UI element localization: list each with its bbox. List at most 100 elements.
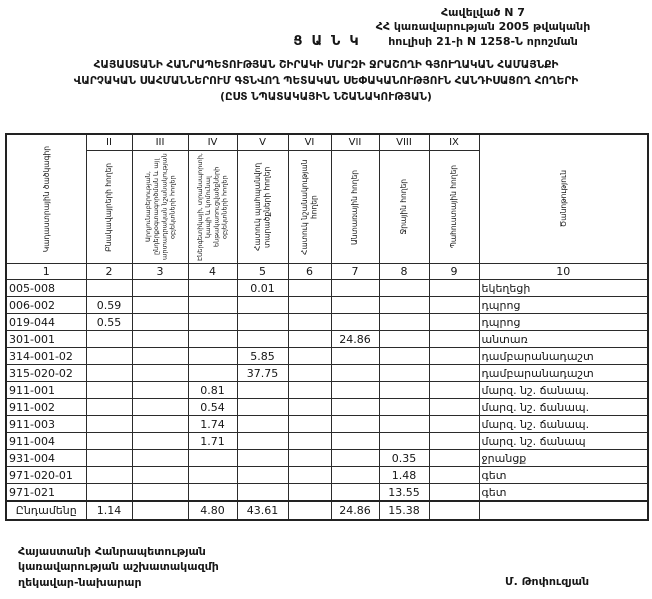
cell-val: 1.74	[187, 415, 238, 433]
cell-val	[287, 466, 332, 484]
header-note: Ծանոթություն	[478, 133, 649, 264]
cell-val	[428, 466, 480, 484]
cell-val	[187, 330, 238, 348]
cell-code: 301-001	[5, 330, 87, 348]
cell-val	[187, 466, 238, 484]
cell-val	[330, 466, 380, 484]
header-settlement-lands-label: Բնակավայրերի հողեր	[104, 162, 114, 252]
cell-val	[287, 381, 332, 399]
table-row: 315-020-02 37.75 դամբարանադաշտ	[5, 364, 649, 382]
col-num: 3	[131, 263, 189, 280]
cell-val	[287, 483, 332, 502]
cell-val	[330, 381, 380, 399]
cell-val	[131, 432, 189, 450]
cell-val	[131, 483, 189, 502]
total-row: Ընդամենը 1.14 4.80 43.61 24.86 15.38	[5, 500, 649, 521]
cell-val	[428, 432, 480, 450]
land-table: Կադաստրային ծածկագիր II III IV V VI VII …	[5, 133, 649, 521]
cell-val	[428, 313, 480, 331]
appendix-header: Հավելված N 7 ՀՀ կառավարության 2005 թվակա…	[322, 6, 644, 49]
cell-val	[287, 364, 332, 382]
cell-val	[85, 381, 133, 399]
cell-val	[330, 449, 380, 467]
col-num: 4	[187, 263, 238, 280]
cell-val	[187, 279, 238, 297]
roman-vii: VII	[330, 133, 380, 151]
cell-val	[85, 398, 133, 416]
cell-val	[378, 279, 430, 297]
cell-val	[236, 330, 289, 348]
cell-val	[428, 347, 480, 365]
cell-val	[287, 330, 332, 348]
cell-code: 931-004	[5, 449, 87, 467]
signature-name: Մ. Թոփուզյան	[505, 575, 590, 588]
header-infrastructure-lands-label: Էներգետիկայի, տրանսպորտի, կապի և կոմունա…	[196, 153, 229, 261]
header-water-lands: Ջրային հողեր	[378, 150, 430, 264]
header-industry-lands-label: Արդյունաբերության, ընդերքօգտագործման և ա…	[143, 153, 177, 261]
col-num: 9	[428, 263, 480, 280]
cell-note: դամբարանադաշտ	[478, 364, 649, 382]
cell-val: 0.35	[378, 449, 430, 467]
cell-val: 24.86	[330, 330, 380, 348]
cell-val	[85, 347, 133, 365]
cell-val	[236, 449, 289, 467]
total-label: Ընդամենը	[5, 500, 87, 521]
cell-val	[378, 330, 430, 348]
cell-code: 314-001-02	[5, 347, 87, 365]
cell-val	[330, 296, 380, 314]
header-cadastral-code: Կադաստրային ծածկագիր	[5, 133, 87, 264]
column-number-row: 1 2 3 4 5 6 7 8 9 10	[5, 263, 649, 280]
cell-code: 006-002	[5, 296, 87, 314]
cell-val	[330, 347, 380, 365]
cell-val	[287, 296, 332, 314]
cell-note: դպրոց	[478, 313, 649, 331]
cell-code: 971-021	[5, 483, 87, 502]
cell-code: 911-003	[5, 415, 87, 433]
cell-val	[85, 483, 133, 502]
cell-val	[428, 330, 480, 348]
cell-val	[378, 296, 430, 314]
cell-val	[330, 364, 380, 382]
total-val: 15.38	[378, 500, 430, 521]
footer-line1: Հայաստանի Հանրապետության	[18, 545, 206, 558]
cell-val: 0.81	[187, 381, 238, 399]
cell-val	[131, 398, 189, 416]
header-protected-lands: Հատուկ պահպանվող տարածքների հողեր	[236, 150, 289, 264]
cell-val	[131, 449, 189, 467]
cell-val	[236, 313, 289, 331]
total-val	[131, 500, 189, 521]
cell-val	[187, 347, 238, 365]
cell-val	[131, 313, 189, 331]
cell-code: 019-044	[5, 313, 87, 331]
roman-vi: VI	[287, 133, 332, 151]
roman-iii: III	[131, 133, 189, 151]
header-reserve-lands-label: Պահուստային հողեր	[449, 165, 459, 249]
header-forest-lands-label: Անտառային հողեր	[350, 169, 360, 245]
header-special-lands-label: Հատուկ նշանակության հողեր	[300, 159, 319, 255]
cell-val	[85, 449, 133, 467]
cell-val: 1.71	[187, 432, 238, 450]
header-cadastral-code-label: Կադաստրային ծածկագիր	[41, 145, 51, 253]
cell-note: մարզ. նշ. ճանապ.	[478, 415, 649, 433]
cell-val: 5.85	[236, 347, 289, 365]
table-row: 314-001-02 5.85 դամբարանադաշտ	[5, 347, 649, 365]
cell-val	[428, 415, 480, 433]
cell-val	[85, 432, 133, 450]
cell-val	[85, 330, 133, 348]
cell-val	[187, 449, 238, 467]
cell-val	[236, 466, 289, 484]
roman-iv: IV	[187, 133, 238, 151]
cell-val	[131, 347, 189, 365]
col-num: 10	[478, 263, 649, 280]
cell-val	[131, 364, 189, 382]
total-val	[287, 500, 332, 521]
cell-val	[236, 381, 289, 399]
cell-code: 005-008	[5, 279, 87, 297]
header-forest-lands: Անտառային հողեր	[330, 150, 380, 264]
cell-val	[378, 415, 430, 433]
header-settlement-lands: Բնակավայրերի հողեր	[85, 150, 133, 264]
cell-note: եկեղեցի	[478, 279, 649, 297]
header-infrastructure-lands: Էներգետիկայի, տրանսպորտի, կապի և կոմունա…	[187, 150, 238, 264]
header-reserve-lands: Պահուստային հողեր	[428, 150, 480, 264]
